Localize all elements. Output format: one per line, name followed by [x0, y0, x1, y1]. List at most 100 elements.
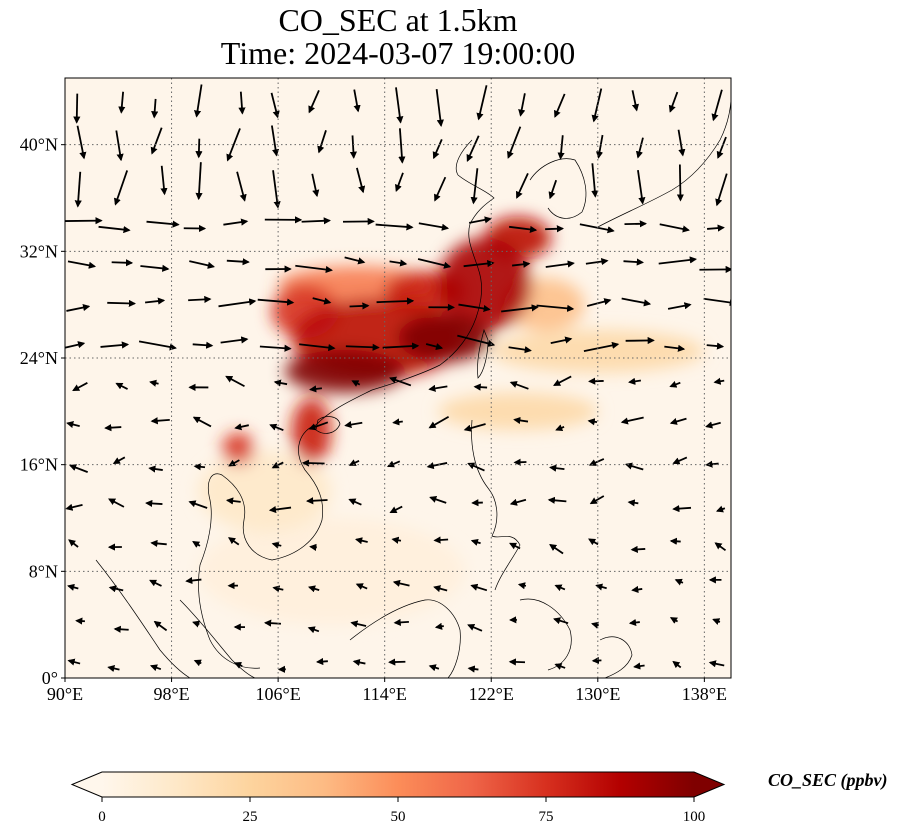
coastline-korea [529, 158, 587, 219]
wind-vector [308, 421, 329, 431]
wind-vector [428, 384, 448, 392]
wind-vector [149, 664, 162, 672]
wind-vector [425, 343, 444, 351]
wind-vector-layer [65, 84, 731, 673]
wind-vector [509, 381, 529, 390]
wind-vector [624, 462, 644, 471]
wind-vector [501, 304, 539, 313]
wind-vector [508, 658, 526, 666]
wind-vector [395, 172, 404, 192]
colorbar-tick-label: 75 [539, 809, 554, 825]
wind-vector [238, 91, 246, 115]
wind-vector [428, 415, 450, 429]
wind-vector [467, 665, 479, 673]
wind-vector [349, 135, 357, 159]
wind-vector [315, 657, 328, 666]
wind-vector [633, 662, 645, 670]
wind-vector [669, 417, 687, 425]
x-tick-label: 138°E [682, 684, 727, 704]
wind-vector [509, 498, 527, 506]
wind-vector [553, 617, 569, 625]
wind-vector [225, 375, 245, 388]
wind-vector [664, 344, 686, 352]
wind-vector [509, 225, 538, 233]
wind-vector [107, 299, 137, 307]
colorbar: 0 25 50 75 100 [70, 771, 726, 825]
wind-vector [545, 225, 565, 233]
wind-vector [195, 162, 203, 201]
wind-vector [635, 137, 644, 159]
wind-vector [269, 423, 284, 431]
wind-vector [417, 258, 452, 269]
x-tick-label: 98°E [153, 684, 189, 704]
wind-vector [659, 223, 690, 233]
wind-vector [375, 223, 414, 231]
wind-vector [355, 583, 368, 590]
wind-vector [392, 579, 410, 587]
wind-vector [674, 578, 684, 586]
wind-vector [226, 258, 250, 266]
wind-vector [188, 295, 212, 304]
y-tick-label: 32°N [20, 241, 58, 261]
wind-vector [189, 260, 215, 269]
x-tick-label: 122°E [469, 684, 514, 704]
wind-vector [470, 168, 479, 205]
wind-vector [112, 456, 126, 465]
wind-vector [107, 664, 120, 673]
x-tick-label: 90°E [47, 684, 83, 704]
wind-vector [192, 620, 201, 628]
wind-vector [193, 84, 203, 118]
wind-vector [549, 543, 564, 555]
wind-vector [69, 464, 88, 473]
wind-vector [311, 173, 320, 198]
co-plume [198, 451, 332, 532]
wind-vector [271, 461, 284, 469]
wind-vector [351, 380, 361, 387]
wind-vector [676, 164, 684, 202]
wind-vector [118, 91, 126, 114]
wind-vector [393, 618, 409, 626]
wind-vector [433, 585, 448, 593]
coastline-layer [95, 99, 731, 678]
coastline-sumatra-malay [179, 599, 256, 678]
wind-vector [715, 173, 728, 207]
wind-vector [463, 423, 486, 432]
wind-vector [433, 536, 449, 544]
wind-vector [65, 341, 86, 349]
coastline-borneo [349, 599, 461, 678]
co-plume [222, 432, 255, 465]
wind-vector [630, 545, 646, 553]
y-tick-label: 24°N [20, 348, 58, 368]
map-frame [64, 77, 732, 679]
wind-vector [536, 304, 575, 312]
wind-vector [76, 125, 87, 160]
wind-vector [628, 618, 640, 627]
wind-vector [672, 660, 682, 669]
wind-vector [308, 90, 320, 114]
wind-vector [145, 297, 166, 305]
wind-vector [140, 264, 170, 272]
wind-vector [193, 659, 202, 667]
wind-vector [223, 218, 249, 226]
wind-vector [591, 163, 599, 198]
wind-vector [192, 541, 201, 548]
wind-vector [585, 257, 609, 266]
map-plot-area [65, 78, 731, 678]
wind-vector [591, 88, 603, 123]
wind-vector [149, 379, 159, 387]
wind-vector [583, 341, 620, 352]
wind-vector [398, 128, 406, 164]
wind-vector [621, 297, 652, 307]
colorbar-tick-label: 50 [391, 809, 406, 825]
wind-vector [306, 497, 328, 505]
wind-vector [706, 342, 725, 350]
wind-vector [218, 298, 257, 308]
wind-vector [470, 538, 481, 546]
coastline-sumatra [95, 559, 191, 678]
y-tick-label: 8°N [29, 561, 58, 581]
wind-vector [226, 128, 241, 162]
wind-vector [476, 85, 488, 121]
wind-vector [73, 93, 81, 124]
wind-vector [509, 542, 521, 550]
wind-vector [228, 459, 240, 467]
